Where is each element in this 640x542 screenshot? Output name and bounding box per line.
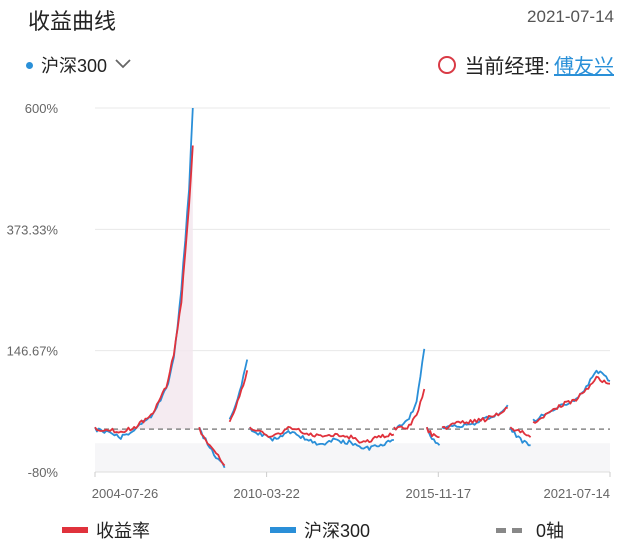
as-of-date: 2021-07-14	[527, 7, 614, 26]
index-line-segment	[393, 348, 426, 431]
fund-line-segment	[425, 426, 440, 439]
legend-label-fund: 收益率	[96, 521, 150, 541]
benchmark-dot-icon	[26, 61, 33, 69]
fund-line-segment	[228, 370, 249, 423]
legend-label-index: 沪深300	[304, 521, 371, 541]
legend-item-zero[interactable]: 0轴	[496, 517, 564, 542]
fund-line-segment	[532, 375, 611, 424]
fund-line-segment	[198, 426, 226, 467]
legend-item-index[interactable]: 沪深300	[270, 517, 370, 542]
fund-line-segment	[393, 388, 426, 431]
legend-swatch-zero	[496, 527, 528, 533]
legend-label-zero: 0轴	[536, 521, 565, 541]
fund-area	[95, 145, 193, 433]
y-tick-label: -80%	[28, 465, 59, 480]
benchmark-selector[interactable]: 沪深300	[26, 52, 131, 78]
legend-swatch-index	[270, 527, 296, 533]
fund-line-segment	[509, 426, 532, 438]
fund-line-segment	[249, 425, 395, 444]
plot-band	[95, 443, 610, 472]
current-manager: 当前经理: 傅友兴	[438, 50, 614, 79]
circle-icon	[438, 55, 457, 74]
manager-label: 当前经理:	[464, 56, 550, 78]
fund-line-segment	[441, 406, 508, 430]
index-line-segment	[249, 426, 394, 451]
y-tick-label: 373.33%	[7, 222, 59, 237]
legend-swatch-fund	[62, 527, 88, 533]
benchmark-label: 沪深300	[41, 56, 108, 76]
x-tick-label: 2004-07-26	[92, 486, 159, 501]
return-chart: 600% 373.33% 146.67% -80% 2004-07-26 2010-03-…	[7, 101, 611, 501]
index-line-segment	[509, 426, 531, 447]
legend-item-fund[interactable]: 收益率	[62, 517, 150, 542]
chart-title: 收益曲线	[28, 9, 117, 34]
index-line-segment	[228, 359, 249, 420]
x-tick-label: 2015-11-17	[406, 486, 472, 501]
x-tick-label: 2010-03-22	[233, 486, 300, 501]
manager-name-link[interactable]: 傅友兴	[554, 56, 614, 78]
y-tick-label: 600%	[25, 101, 59, 116]
fund-line-segment	[94, 145, 194, 434]
y-tick-label: 146.67%	[7, 344, 59, 359]
x-tick-label: 2021-07-14	[544, 486, 611, 501]
chevron-down-icon	[115, 56, 131, 74]
